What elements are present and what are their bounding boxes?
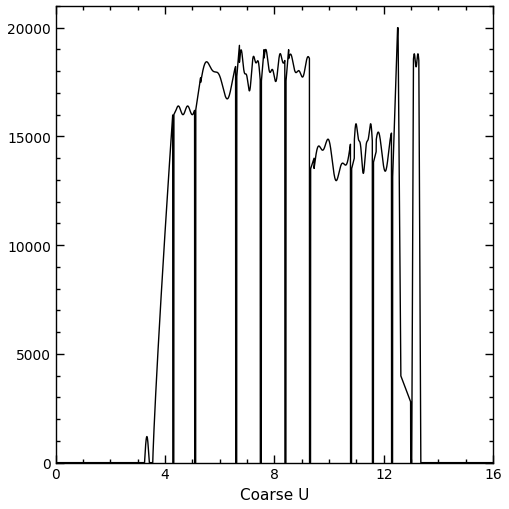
- X-axis label: Coarse U: Coarse U: [240, 487, 309, 502]
